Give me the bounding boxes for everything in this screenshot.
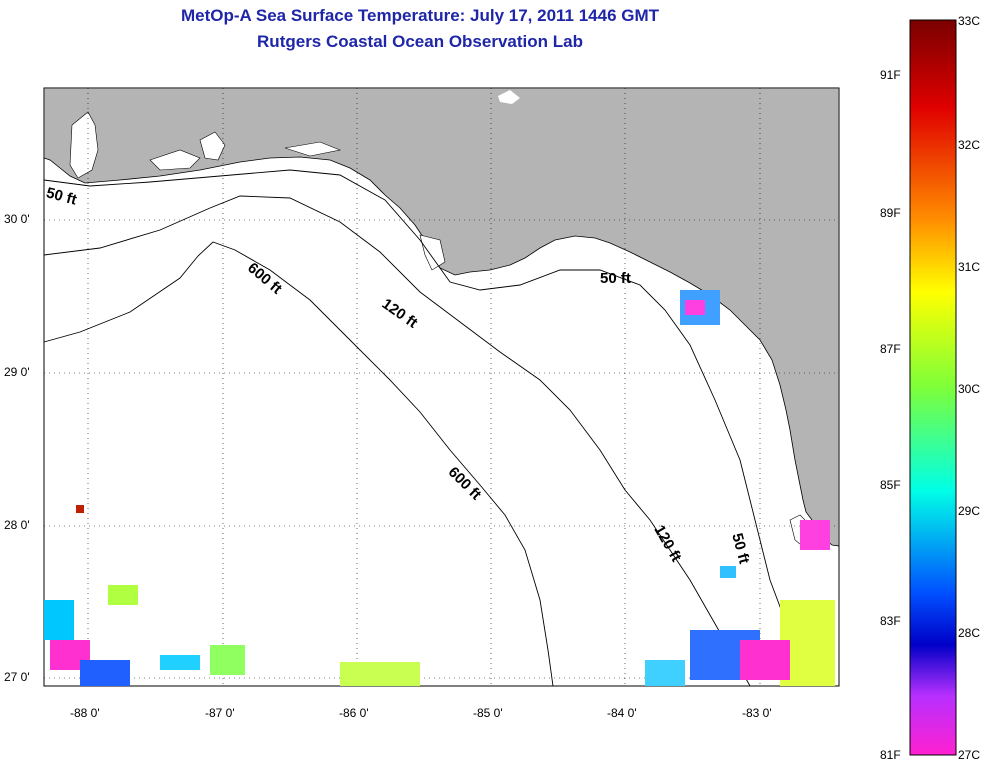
lon-label: -84 0' bbox=[607, 706, 637, 720]
contour-120ft bbox=[43, 195, 751, 687]
map-title: MetOp-A Sea Surface Temperature: July 17… bbox=[180, 6, 660, 25]
colorbar-c-label: 27C bbox=[958, 748, 981, 762]
colorbar-c-label: 28C bbox=[958, 626, 981, 640]
contour-600ft bbox=[43, 241, 554, 687]
lat-label: 29 0' bbox=[4, 365, 30, 379]
colorbar-c-label: 30C bbox=[958, 382, 981, 396]
lon-label: -83 0' bbox=[742, 706, 772, 720]
colorbar bbox=[909, 19, 957, 756]
map-subtitle: Rutgers Coastal Ocean Observation Lab bbox=[257, 32, 583, 51]
lon-label: -86 0' bbox=[339, 706, 369, 720]
lon-label: -85 0' bbox=[473, 706, 503, 720]
colorbar-f-label: 83F bbox=[880, 614, 901, 628]
lon-label: -88 0' bbox=[70, 706, 100, 720]
colorbar-c-label: 31C bbox=[958, 260, 981, 274]
lat-label: 28 0' bbox=[4, 518, 30, 532]
colorbar-f-label: 91F bbox=[880, 68, 901, 82]
sst-patches bbox=[44, 290, 835, 686]
lon-label: -87 0' bbox=[205, 706, 235, 720]
colorbar-f-label: 87F bbox=[880, 342, 901, 356]
colorbar-f-label: 89F bbox=[880, 206, 901, 220]
land-mass bbox=[43, 87, 840, 547]
lat-label: 27 0' bbox=[4, 670, 30, 684]
lat-label: 30 0' bbox=[4, 212, 30, 226]
colorbar-c-label: 29C bbox=[958, 504, 981, 518]
colorbar-f-label: 81F bbox=[880, 748, 901, 762]
colorbar-f-label: 85F bbox=[880, 478, 901, 492]
contour-label: 50 ft bbox=[600, 270, 631, 287]
colorbar-c-label: 33C bbox=[958, 14, 981, 28]
contour-50ft bbox=[43, 169, 816, 687]
colorbar-c-label: 32C bbox=[958, 138, 981, 152]
